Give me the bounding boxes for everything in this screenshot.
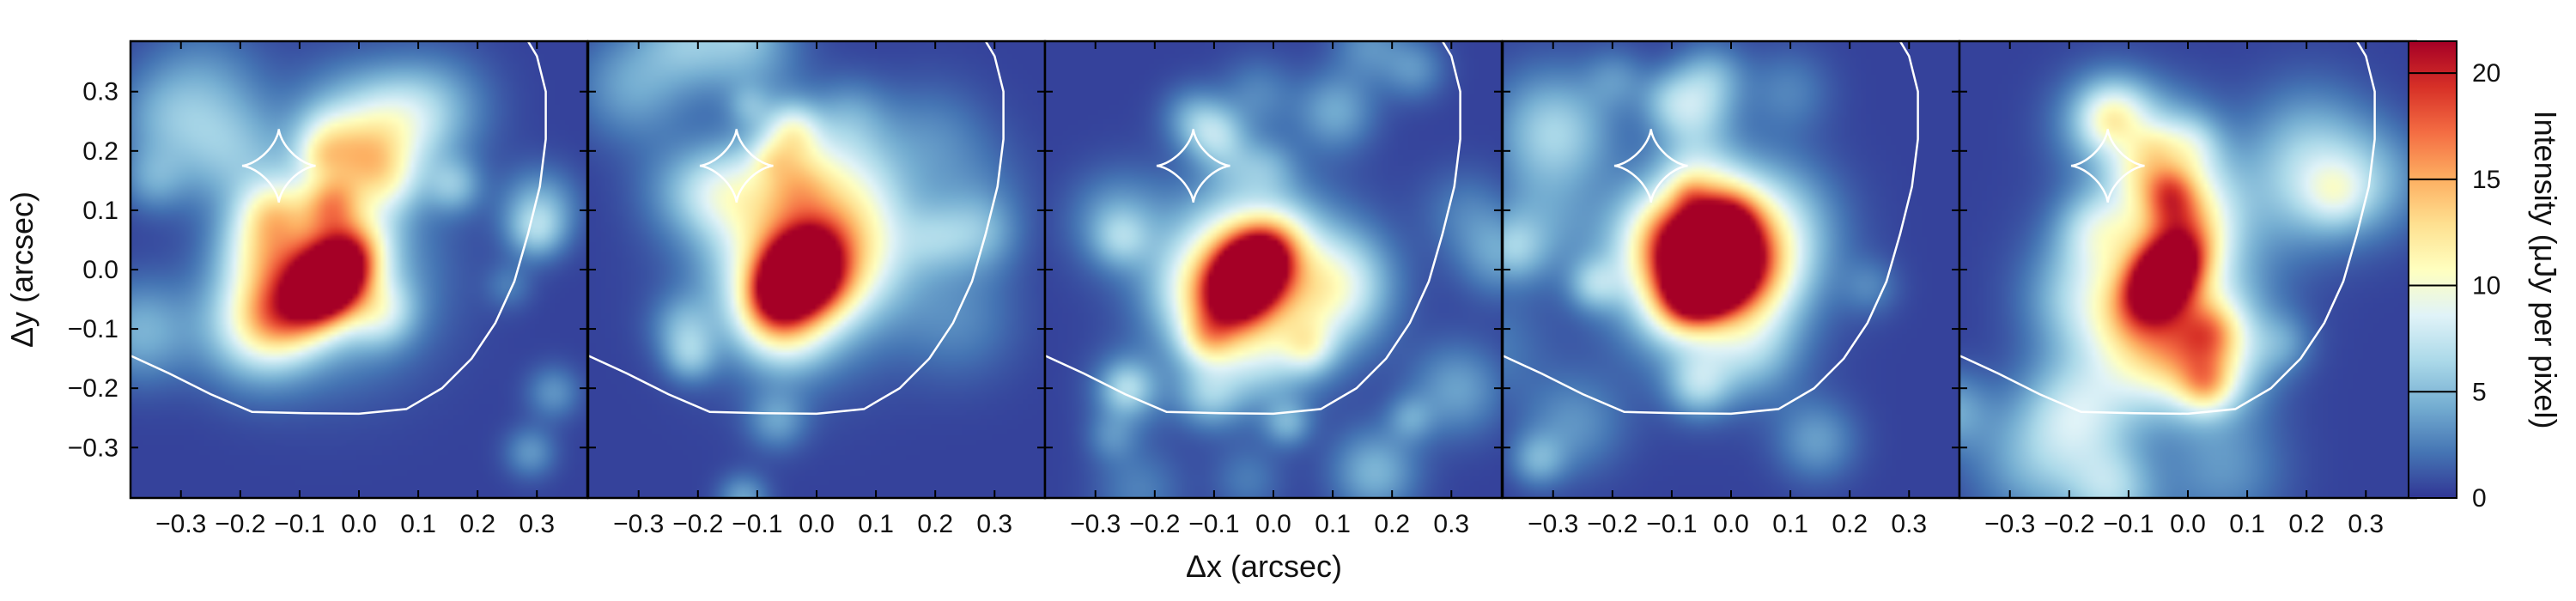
colorbar-tick-label: 20 [2472,59,2500,88]
x-tick-label: 0.0 [2170,510,2206,538]
y-tick-label: 0.2 [82,137,118,166]
panel-5: −0.3 −0.2 −0.1 0.0 0.1 0.2 0.3 [1958,39,2418,538]
panel-3: −0.3 −0.2 −0.1 0.0 0.1 0.2 0.3 [1043,39,1504,538]
x-tick-label: −0.2 [1129,510,1180,538]
colorbar-tick-label: 0 [2472,484,2487,513]
heatmap-image [1045,41,1502,498]
ticks: −0.3 −0.2 −0.1 0.0 0.1 0.2 0.3 [1959,41,2416,538]
panel-1: −0.3 −0.2 −0.1 0.0 0.1 0.2 0.3 [129,39,589,538]
heatmap-image [1503,41,1959,498]
y-tick-label: 0.0 [82,256,118,284]
panel-4: −0.3 −0.2 −0.1 0.0 0.1 0.2 0.3 [1501,39,1961,538]
x-tick-label: −0.2 [2044,510,2094,538]
x-tick-label: 0.2 [917,510,953,538]
x-tick-label: −0.1 [1188,510,1239,538]
x-tick-label: 0.0 [341,510,377,538]
caustic-astroid [241,129,316,203]
critical-curve [1959,41,2376,416]
ticks: −0.3 −0.2 −0.1 0.0 0.1 0.2 0.3 [1045,41,1502,538]
x-tick-label: 0.3 [1433,510,1469,538]
heatmap-image [588,41,1045,498]
colorbar: 0 5 10 15 20 [2408,40,2500,513]
x-tick-label: 0.1 [400,510,436,538]
caustic-astroid [1613,129,1688,203]
x-tick-label: −0.1 [2103,510,2154,538]
colorbar-tick-label: 5 [2472,378,2487,406]
colorbar-tick-label: 10 [2472,272,2500,300]
colorbar-gradient [2408,40,2458,499]
heatmap-image [1959,41,2416,498]
x-tick-label: 0.1 [1772,510,1808,538]
x-tick-label: 0.2 [1832,510,1868,538]
critical-curve [1045,41,1461,416]
caustic-astroid [1156,129,1230,203]
colorbar-tick-label: 15 [2472,166,2500,194]
y-tick-label: 0.1 [82,197,118,225]
colorbar-label: Intensity (μJy per pixel) [2528,111,2563,429]
x-tick-label: −0.1 [274,510,325,538]
x-axis-label: Δx (arcsec) [1186,549,1342,584]
y-tick-label: 0.3 [82,78,118,106]
ticks: −0.3 −0.2 −0.1 0.0 0.1 0.2 0.3 [131,41,587,538]
x-tick-label: 0.3 [2348,510,2384,538]
heatmap-image [131,41,587,498]
panels-group: −0.3 −0.2 −0.1 0.0 0.1 0.2 0.3 −0.3 −0.2 −0.1 0.0 0… [129,39,2418,538]
x-tick-label: 0.3 [1891,510,1927,538]
x-tick-label: 0.0 [1255,510,1291,538]
y-tick-label: −0.1 [68,315,118,343]
caustic-astroid [2070,129,2145,203]
y-axis-label: Δy (arcsec) [4,191,39,348]
x-tick-label: −0.2 [672,510,723,538]
x-tick-label: 0.2 [1374,510,1410,538]
ticks: −0.3 −0.2 −0.1 0.0 0.1 0.2 0.3 [588,41,1045,538]
x-tick-label: 0.1 [1315,510,1351,538]
y-tick-labels: 0.3 0.2 0.1 0.0 −0.1 −0.2 −0.3 [68,78,118,463]
panel-2: −0.3 −0.2 −0.1 0.0 0.1 0.2 0.3 [586,39,1047,538]
y-tick-label: −0.2 [68,374,118,403]
y-tick-label: −0.3 [68,434,118,462]
x-tick-label: −0.3 [1070,510,1121,538]
x-tick-label: −0.3 [1528,510,1578,538]
x-tick-label: −0.1 [1646,510,1697,538]
critical-curve [131,41,547,416]
x-tick-label: 0.1 [858,510,894,538]
x-tick-label: −0.3 [613,510,664,538]
caustic-astroid [699,129,774,203]
x-tick-label: −0.3 [155,510,206,538]
x-tick-label: 0.0 [799,510,835,538]
x-tick-label: 0.3 [976,510,1012,538]
x-tick-label: 0.1 [2229,510,2265,538]
x-tick-label: −0.1 [732,510,782,538]
x-tick-label: −0.3 [1984,510,2035,538]
x-tick-label: 0.2 [459,510,495,538]
critical-curve [1503,41,1919,416]
x-tick-label: 0.2 [2288,510,2324,538]
ticks: −0.3 −0.2 −0.1 0.0 0.1 0.2 0.3 [1503,41,1959,538]
x-tick-label: −0.2 [1587,510,1637,538]
x-tick-label: −0.2 [215,510,265,538]
x-tick-label: 0.0 [1713,510,1749,538]
x-tick-label: 0.3 [519,510,555,538]
critical-curve [588,41,1005,416]
